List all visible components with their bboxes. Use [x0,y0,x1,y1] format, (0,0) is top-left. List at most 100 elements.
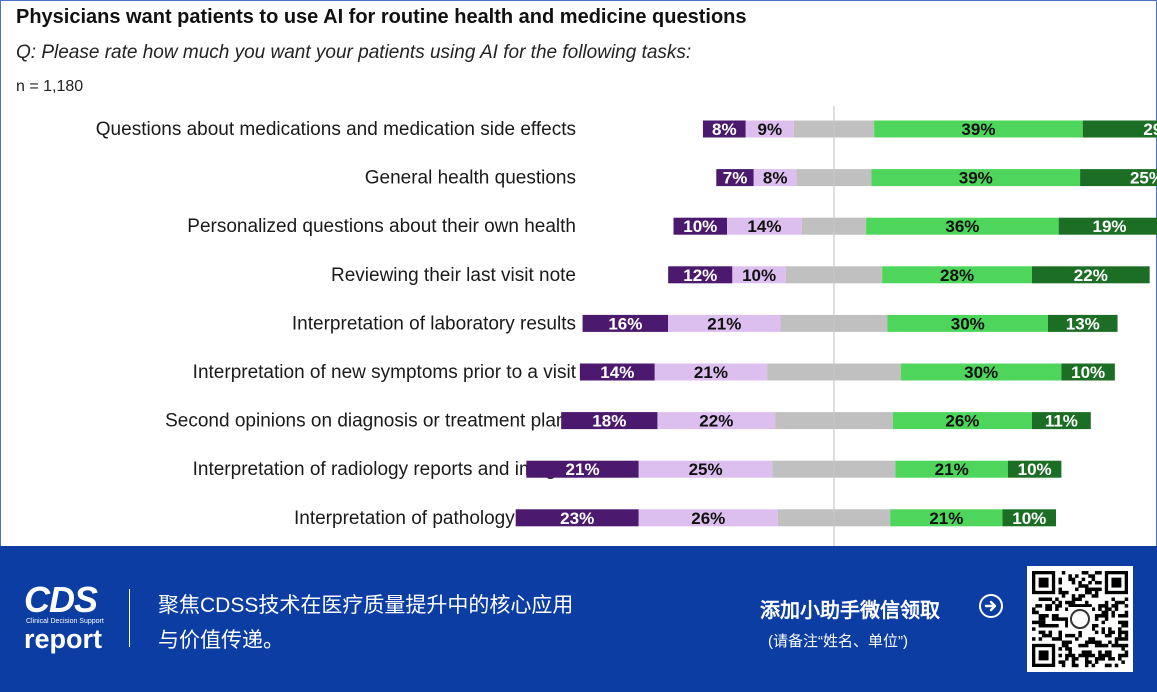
qr-module [1121,630,1125,635]
data-label: 14% [747,217,781,236]
qr-module [1108,653,1112,658]
qr-module [1104,617,1109,621]
bar-segment [1080,169,1157,187]
qr-module [1048,597,1053,601]
qr-module [1078,630,1082,635]
qr-module [1045,633,1049,638]
category-label: Interpretation of pathology results [294,508,576,529]
qr-module [1068,653,1072,658]
data-label: 10% [1012,509,1046,528]
category-label: Second opinions on diagnosis or treatmen… [165,411,576,432]
qr-module [1098,650,1102,654]
qr-module [1068,577,1072,582]
qr-module [1038,630,1043,635]
data-label: 21% [694,363,728,382]
qr-module [1032,637,1036,641]
qr-module [1114,637,1119,641]
qr-module [1124,604,1129,608]
qr-module [1101,604,1106,608]
qr-code-icon[interactable] [1027,566,1133,672]
bar-segment [657,412,776,430]
data-label: 18% [592,412,626,431]
category-label: Personalized questions about their own h… [187,216,576,237]
bar-segment [561,412,658,430]
qr-module [1038,597,1043,601]
qr-module [1094,580,1099,585]
qr-module [1078,580,1082,585]
arrow-circle-icon[interactable] [979,594,1003,618]
footer-banner: CDS Clinical Decision Support report 聚焦C… [0,546,1157,692]
qr-module [1061,663,1066,668]
qr-module [1118,627,1122,631]
qr-module [1111,630,1115,635]
qr-module [1045,614,1049,618]
qr-module [1058,590,1062,595]
category-label: Interpretation of radiology reports and … [193,459,576,480]
data-label: 21% [929,509,963,528]
bar-segment [871,169,1081,187]
footer-divider [129,589,130,647]
qr-module [1098,643,1102,648]
qr-module [1094,657,1099,661]
qr-module [1118,643,1122,648]
data-label: 23% [560,509,594,528]
qr-module [1071,633,1076,638]
qr-module [1118,614,1122,618]
qr-module [1114,663,1119,668]
qr-module [1058,653,1062,658]
data-label: 28% [940,266,974,285]
qr-module [1101,614,1106,618]
qr-module [1075,604,1079,608]
bar-segment [579,363,655,381]
qr-module [1098,640,1102,645]
qr-module [1094,587,1099,592]
bar-segment [895,460,1008,478]
qr-module [1068,633,1072,638]
qr-finder [1111,577,1122,588]
qr-module [1041,597,1046,601]
qr-module [1051,617,1056,621]
data-label: 16% [608,314,642,333]
qr-module [1108,630,1112,635]
category-label: General health questions [365,168,576,189]
chart-panel: Physicians want patients to use AI for r… [0,0,1157,547]
data-label: 8% [712,120,737,139]
qr-module [1032,610,1036,615]
qr-module [1068,600,1072,605]
qr-module [1124,650,1129,654]
bar-segment [668,266,733,284]
bar-segment [1048,314,1118,332]
wechat-cta-note: (请备注“姓名、单位”) [768,633,908,650]
qr-module [1084,643,1089,648]
qr-module [1048,633,1053,638]
qr-module [1091,574,1096,578]
qr-module [1038,637,1043,641]
bar-segment [887,314,1048,332]
cds-logo: CDS [24,579,98,620]
qr-module [1071,653,1076,658]
qr-module [1068,647,1072,651]
qr-module [1108,627,1112,631]
qr-module [1121,614,1125,618]
qr-module [1098,580,1102,585]
qr-module [1091,663,1096,668]
qr-module [1124,633,1129,638]
qr-module [1084,657,1089,661]
qr-module [1094,643,1099,648]
data-label: 25% [1130,169,1157,188]
qr-module [1088,650,1092,654]
data-label: 13% [1066,314,1100,333]
qr-module [1035,604,1039,608]
wechat-cta[interactable]: 添加小助手微信领取 [760,598,940,622]
chart-title: Physicians want patients to use AI for r… [16,6,747,28]
qr-module [1065,600,1069,605]
qr-module [1075,574,1079,578]
qr-module [1058,587,1062,592]
qr-module [1071,663,1076,668]
qr-module [1071,660,1076,664]
qr-module [1051,623,1056,628]
survey-question: Q: Please rate how much you want your pa… [16,42,692,63]
data-label: 21% [707,314,741,333]
qr-module [1121,653,1125,658]
qr-module [1051,637,1056,641]
